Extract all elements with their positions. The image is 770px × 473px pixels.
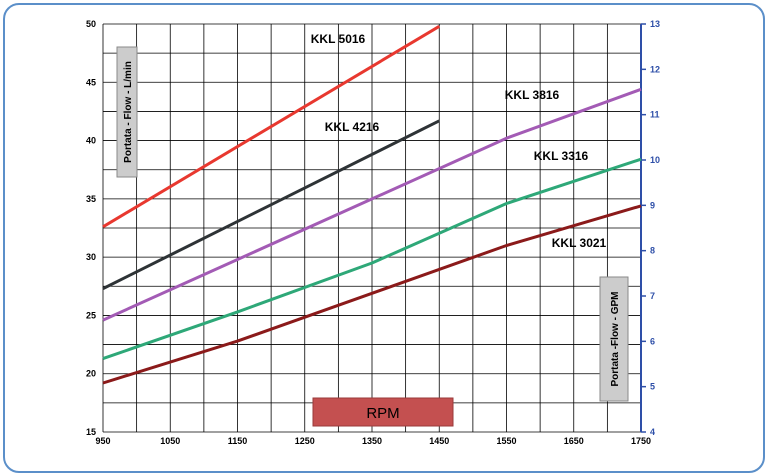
left-tick-label: 35 — [86, 194, 96, 204]
right-tick-label: 12 — [650, 64, 660, 74]
left-tick-label: 40 — [86, 136, 96, 146]
x-tick-label: 1350 — [362, 436, 382, 446]
right-tick-label: 10 — [650, 155, 660, 165]
x-tick-label: 1250 — [295, 436, 315, 446]
x-tick-label: 1450 — [429, 436, 449, 446]
left-tick-label: 30 — [86, 252, 96, 262]
x-tick-label: 1050 — [160, 436, 180, 446]
x-tick-label: 1750 — [631, 436, 651, 446]
series-label: KKL 4216 — [325, 120, 380, 134]
x-tick-label: 1650 — [564, 436, 584, 446]
left-tick-label: 20 — [86, 369, 96, 379]
x-tick-label: 950 — [95, 436, 110, 446]
series-label: KKL 3021 — [552, 236, 607, 250]
series-lines — [102, 25, 642, 385]
left-axis-title: Portata - Flow - L/min — [123, 61, 134, 163]
x-tick-label: 1550 — [496, 436, 516, 446]
right-tick-label: 7 — [650, 291, 655, 301]
x-axis-title: RPM — [366, 405, 399, 422]
right-axis-label-box: Portata -Flow - GPM — [599, 276, 629, 402]
right-tick-label: 4 — [650, 427, 655, 437]
series-line — [102, 25, 441, 229]
series-label: KKL 3316 — [534, 149, 589, 163]
right-tick-label: 8 — [650, 246, 655, 256]
left-tick-label: 45 — [86, 77, 96, 87]
series-labels: KKL 5016 KKL 4216 KKL 3816 KKL 3316 KKL 3021 — [311, 32, 607, 250]
right-tick-label: 11 — [650, 110, 660, 120]
right-tick-label: 9 — [650, 200, 655, 210]
right-tick-label: 6 — [650, 336, 655, 346]
series-line — [102, 87, 642, 322]
grid — [102, 23, 642, 433]
series-line — [102, 204, 642, 385]
right-tick-label: 13 — [650, 19, 660, 29]
axes — [640, 23, 646, 433]
left-axis-label-box: Portata - Flow - L/min — [116, 46, 138, 178]
series-line — [102, 119, 440, 290]
series-line — [102, 157, 642, 361]
left-tick-label: 25 — [86, 310, 96, 320]
series-label: KKL 3816 — [505, 88, 560, 102]
x-tick-label: 1150 — [228, 436, 248, 446]
left-tick-label: 50 — [86, 19, 96, 29]
series-label: KKL 5016 — [311, 32, 366, 46]
right-tick-label: 5 — [650, 382, 655, 392]
x-axis-label-box: RPM — [312, 397, 454, 427]
left-tick-label: 15 — [86, 427, 96, 437]
right-axis-title: Portata -Flow - GPM — [610, 292, 621, 387]
